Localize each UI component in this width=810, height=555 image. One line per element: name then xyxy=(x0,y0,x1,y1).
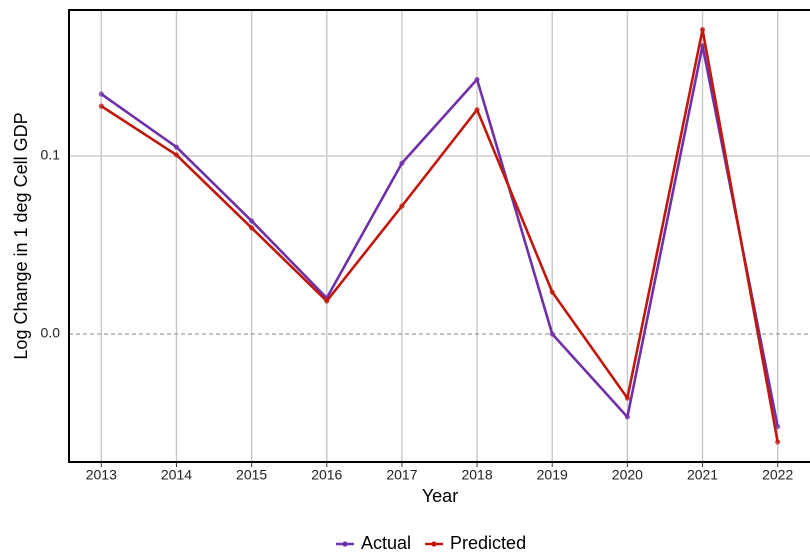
x-tick-label: 2020 xyxy=(612,467,643,483)
legend-key-point xyxy=(431,541,437,547)
data-point xyxy=(699,26,706,33)
data-point xyxy=(249,225,255,231)
legend-label: Predicted xyxy=(450,533,526,553)
y-tick-label: 0.0 xyxy=(41,325,61,341)
x-tick-label: 2021 xyxy=(687,467,718,483)
x-tick-label: 2018 xyxy=(461,467,492,483)
data-point xyxy=(399,203,405,209)
data-point xyxy=(624,414,630,420)
x-axis-title: Year xyxy=(422,486,458,506)
data-point xyxy=(474,107,480,113)
x-tick-label: 2015 xyxy=(236,467,267,483)
x-tick-label: 2022 xyxy=(762,467,793,483)
data-point xyxy=(549,331,555,337)
data-point xyxy=(624,395,630,401)
data-point xyxy=(173,144,180,150)
x-tick-label: 2013 xyxy=(86,467,117,483)
data-point xyxy=(98,91,104,97)
data-point xyxy=(98,103,104,109)
data-point xyxy=(474,76,480,83)
data-point xyxy=(324,298,330,304)
legend: Actual Predicted xyxy=(336,533,526,553)
series-line xyxy=(100,44,779,427)
y-tick-label: 0.1 xyxy=(41,147,61,163)
legend-label: Actual xyxy=(361,533,411,553)
data-point xyxy=(173,152,180,158)
series-line xyxy=(100,28,779,443)
data-point xyxy=(699,43,706,49)
data-point xyxy=(399,160,405,166)
x-tick-label: 2017 xyxy=(386,467,417,483)
data-point xyxy=(549,289,555,295)
data-point xyxy=(775,439,781,445)
x-tick-label: 2016 xyxy=(311,467,342,483)
x-tick-label: 2014 xyxy=(161,467,192,483)
data-point xyxy=(249,218,255,224)
y-axis-title: Log Change in 1 deg Cell GDP xyxy=(11,112,31,359)
legend-key-point xyxy=(342,541,348,547)
panel-border xyxy=(68,9,810,463)
x-tick-label: 2019 xyxy=(537,467,568,483)
